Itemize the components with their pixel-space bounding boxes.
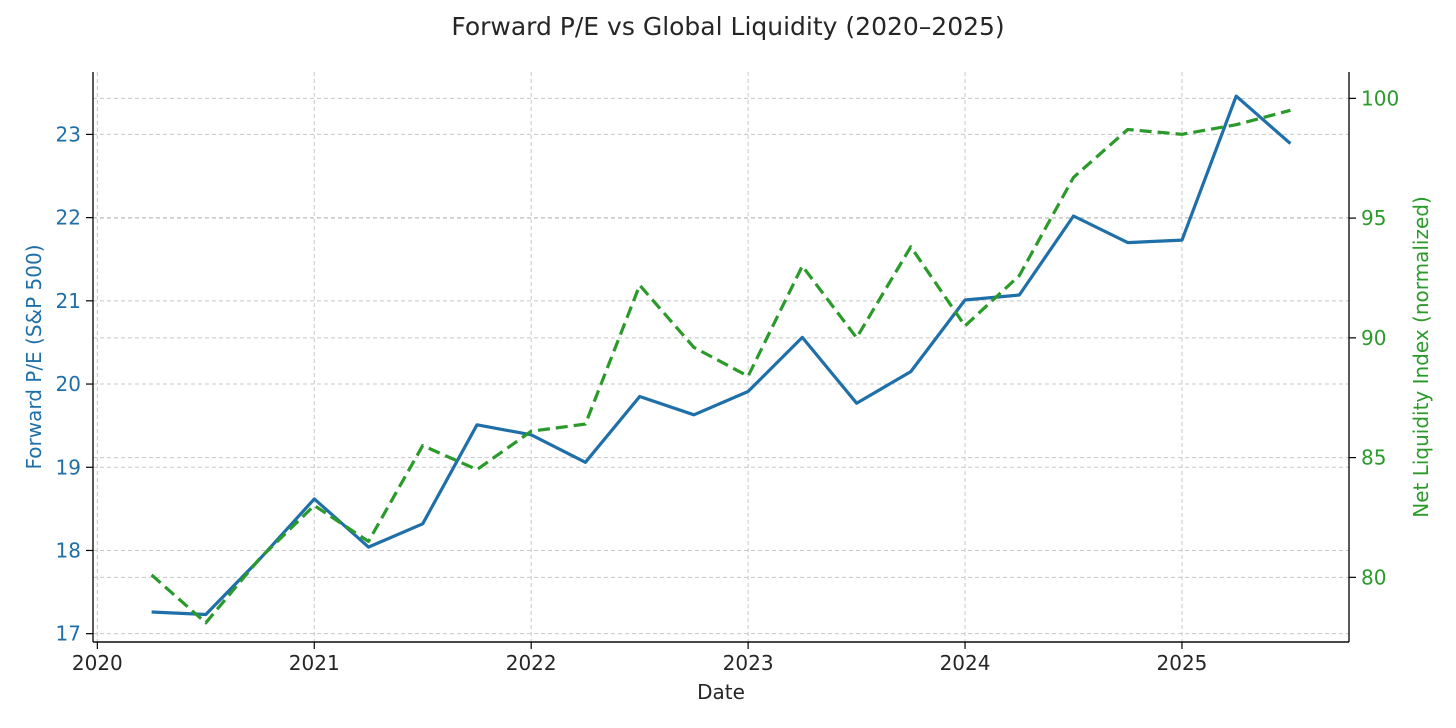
- left-axis-title: Forward P/E (S&P 500): [22, 244, 46, 469]
- grid: [93, 72, 1349, 642]
- x-tick-label: 2022: [506, 651, 557, 675]
- right-axis-title: Net Liquidity Index (normalized): [1409, 196, 1433, 518]
- left-tick-label: 23: [56, 122, 81, 146]
- x-tick-label: 2024: [940, 651, 991, 675]
- left-tick-label: 21: [56, 289, 81, 313]
- left-tick-label: 17: [56, 622, 81, 646]
- x-tick-label: 2020: [72, 651, 123, 675]
- x-tick-label: 2021: [289, 651, 340, 675]
- right-tick-label: 100: [1361, 86, 1399, 110]
- right-tick-label: 95: [1361, 206, 1386, 230]
- right-tick-label: 90: [1361, 326, 1386, 350]
- net-liquidity-line: [150, 108, 1291, 625]
- left-tick-label: 20: [56, 372, 81, 396]
- axes: [92, 72, 1350, 643]
- left-tick-label: 22: [56, 206, 81, 230]
- ticks: 2020 2021 2022 2023 2024 20251718192021222380…: [56, 86, 1400, 675]
- x-axis-title: Date: [697, 680, 745, 704]
- left-tick-label: 19: [56, 455, 81, 479]
- x-tick-label: 2023: [723, 651, 774, 675]
- right-tick-label: 80: [1361, 565, 1386, 589]
- forward-pe-line: [151, 94, 1292, 617]
- series: [150, 94, 1292, 625]
- left-tick-label: 18: [56, 538, 81, 562]
- right-tick-label: 85: [1361, 446, 1386, 470]
- x-tick-label: 2025: [1157, 651, 1208, 675]
- chart-title: Forward P/E vs Global Liquidity (2020–20…: [451, 12, 1004, 41]
